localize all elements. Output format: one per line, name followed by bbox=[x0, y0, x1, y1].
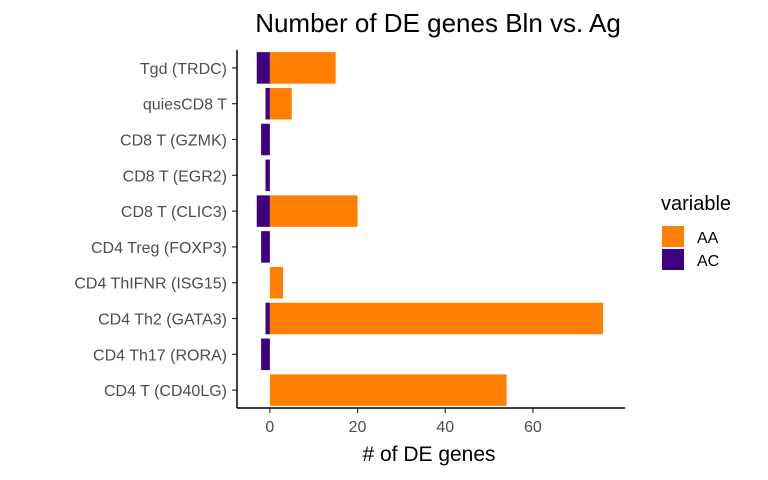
bar-aa-1 bbox=[269, 87, 292, 120]
bar-ac-0 bbox=[256, 52, 270, 84]
x-tick-label: 60 bbox=[524, 419, 542, 436]
x-tick-label: 40 bbox=[436, 419, 454, 436]
bar-ac-8 bbox=[261, 338, 270, 371]
bar-aa-0 bbox=[269, 52, 336, 84]
legend-label-ac: AC bbox=[697, 253, 719, 270]
x-tick-label: 20 bbox=[349, 419, 367, 436]
bar-ac-7 bbox=[265, 302, 270, 335]
bars-group bbox=[256, 52, 604, 406]
bar-ac-5 bbox=[261, 231, 270, 263]
x-tick-label: 0 bbox=[265, 419, 274, 436]
bar-aa-9 bbox=[269, 374, 507, 406]
bar-aa-6 bbox=[269, 266, 284, 299]
y-tick-label: CD4 ThIFNR (ISG15) bbox=[74, 276, 227, 293]
bar-ac-2 bbox=[261, 123, 270, 156]
y-axis-ticks: Tgd (TRDC) quiesCD8 T CD8 T (GZMK) CD8 T (E… bbox=[74, 61, 237, 400]
y-tick-label: CD4 Treg (FOXP3) bbox=[91, 240, 227, 257]
y-tick-label: quiesCD8 T bbox=[143, 97, 227, 114]
y-tick-label: CD4 T (CD40LG) bbox=[104, 383, 227, 400]
legend-swatch-aa bbox=[662, 226, 684, 247]
y-tick-label: CD4 Th17 (RORA) bbox=[93, 347, 227, 364]
y-tick-label: CD4 Th2 (GATA3) bbox=[98, 312, 227, 329]
x-axis-ticks: 0 20 40 60 bbox=[265, 408, 542, 436]
legend-swatch-ac bbox=[662, 249, 684, 270]
bar-aa-7 bbox=[269, 302, 604, 335]
y-tick-label: CD8 T (EGR2) bbox=[123, 168, 227, 185]
bar-ac-1 bbox=[265, 87, 270, 120]
x-axis-title: # of DE genes bbox=[362, 443, 495, 466]
bar-aa-4 bbox=[269, 195, 358, 227]
legend-title: variable bbox=[661, 193, 731, 215]
legend: variable AA AC bbox=[661, 193, 731, 270]
legend-label-aa: AA bbox=[697, 230, 719, 247]
y-tick-label: Tgd (TRDC) bbox=[140, 61, 227, 78]
y-tick-label: CD8 T (GZMK) bbox=[120, 133, 227, 150]
bar-ac-3 bbox=[265, 159, 270, 192]
y-tick-label: CD8 T (CLIC3) bbox=[121, 204, 227, 221]
chart-title: Number of DE genes Bln vs. Ag bbox=[255, 8, 621, 38]
bar-ac-4 bbox=[256, 195, 270, 227]
